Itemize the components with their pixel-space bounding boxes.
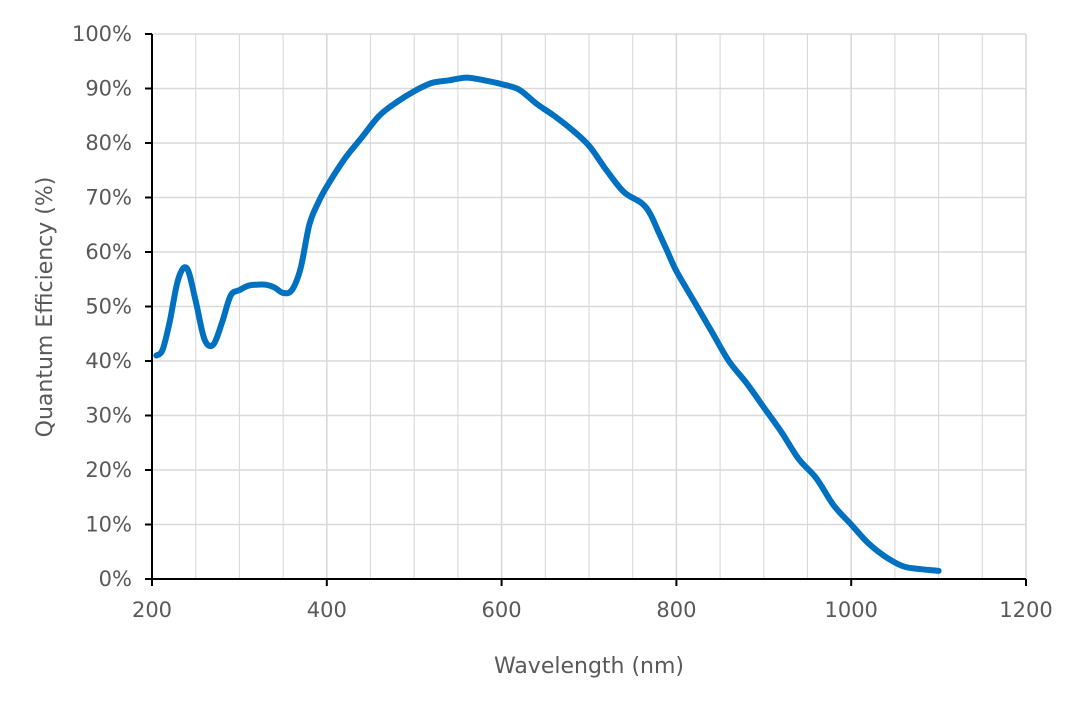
- data-point: [153, 353, 159, 359]
- data-point: [315, 200, 321, 206]
- data-point: [656, 230, 662, 236]
- data-point: [866, 541, 872, 547]
- data-point: [673, 268, 679, 274]
- data-point: [918, 566, 924, 572]
- data-point: [778, 429, 784, 435]
- data-point: [298, 265, 304, 271]
- data-point: [228, 293, 234, 299]
- data-point: [516, 87, 522, 93]
- data-point: [193, 298, 199, 304]
- data-point: [848, 522, 854, 528]
- data-point: [341, 156, 347, 162]
- data-point: [236, 287, 242, 293]
- y-tick-label: 100%: [72, 22, 132, 46]
- y-tick-label: 60%: [85, 240, 132, 264]
- data-point: [289, 287, 295, 293]
- y-tick-label: 30%: [85, 404, 132, 428]
- major-gridlines: [152, 33, 1027, 579]
- x-tick-label: 400: [307, 598, 347, 622]
- data-point: [446, 77, 452, 83]
- data-point: [691, 298, 697, 304]
- data-point: [726, 358, 732, 364]
- data-point: [796, 456, 802, 462]
- data-point: [280, 290, 286, 296]
- data-point: [201, 336, 207, 342]
- data-point: [376, 113, 382, 119]
- data-point: [534, 101, 540, 107]
- data-point: [551, 113, 557, 119]
- y-tick-label: 10%: [85, 513, 132, 537]
- y-tick-label: 90%: [85, 77, 132, 101]
- data-point: [219, 320, 225, 326]
- data-point: [464, 75, 470, 81]
- data-point: [936, 568, 942, 574]
- data-point: [883, 554, 889, 560]
- data-point: [569, 126, 575, 132]
- data-point: [586, 143, 592, 149]
- data-point: [481, 77, 487, 83]
- data-point: [271, 284, 277, 290]
- data-point: [603, 167, 609, 173]
- series-layer: [153, 74, 942, 574]
- data-point: [184, 265, 190, 271]
- x-tick-label: 1200: [999, 598, 1052, 622]
- data-point: [665, 249, 671, 255]
- data-point: [245, 283, 251, 289]
- y-tick-label: 20%: [85, 458, 132, 482]
- data-point: [813, 475, 819, 481]
- x-tick-labels: 200 400 600 800 1000 1200: [132, 598, 1053, 622]
- axes: [145, 33, 1027, 586]
- data-point: [708, 328, 714, 334]
- data-point: [263, 282, 269, 288]
- series-line-quantum-efficiency: [153, 74, 942, 574]
- y-axis-title: Quantum Efficiency (%): [33, 177, 58, 438]
- data-point: [166, 320, 172, 326]
- y-tick-label: 40%: [85, 349, 132, 373]
- x-tick-label: 800: [656, 598, 696, 622]
- data-point: [159, 347, 165, 353]
- data-point: [411, 88, 417, 94]
- y-tick-labels: 0% 10% 20% 30% 40% 50% 60% 70% 80% 90% 100%: [72, 22, 132, 591]
- x-tick-label: 600: [482, 598, 522, 622]
- data-point: [901, 563, 907, 569]
- x-tick-label: 200: [132, 598, 172, 622]
- data-point: [621, 189, 627, 195]
- data-point: [743, 380, 749, 386]
- data-point: [647, 211, 653, 217]
- y-tick-label: 0%: [99, 567, 132, 591]
- data-point: [359, 135, 365, 141]
- data-point: [306, 222, 312, 228]
- data-point: [429, 80, 435, 86]
- data-point: [831, 502, 837, 508]
- data-point: [638, 200, 644, 206]
- y-tick-label: 70%: [85, 186, 132, 210]
- x-tick-label: 1000: [824, 598, 877, 622]
- data-point: [254, 282, 260, 288]
- data-point: [499, 81, 505, 87]
- y-tick-label: 80%: [85, 131, 132, 155]
- data-point: [175, 276, 181, 282]
- x-axis-title: Wavelength (nm): [494, 654, 684, 679]
- data-point: [210, 342, 216, 348]
- data-point: [324, 184, 330, 190]
- y-tick-label: 50%: [85, 295, 132, 319]
- data-point: [394, 99, 400, 105]
- data-point: [761, 404, 767, 410]
